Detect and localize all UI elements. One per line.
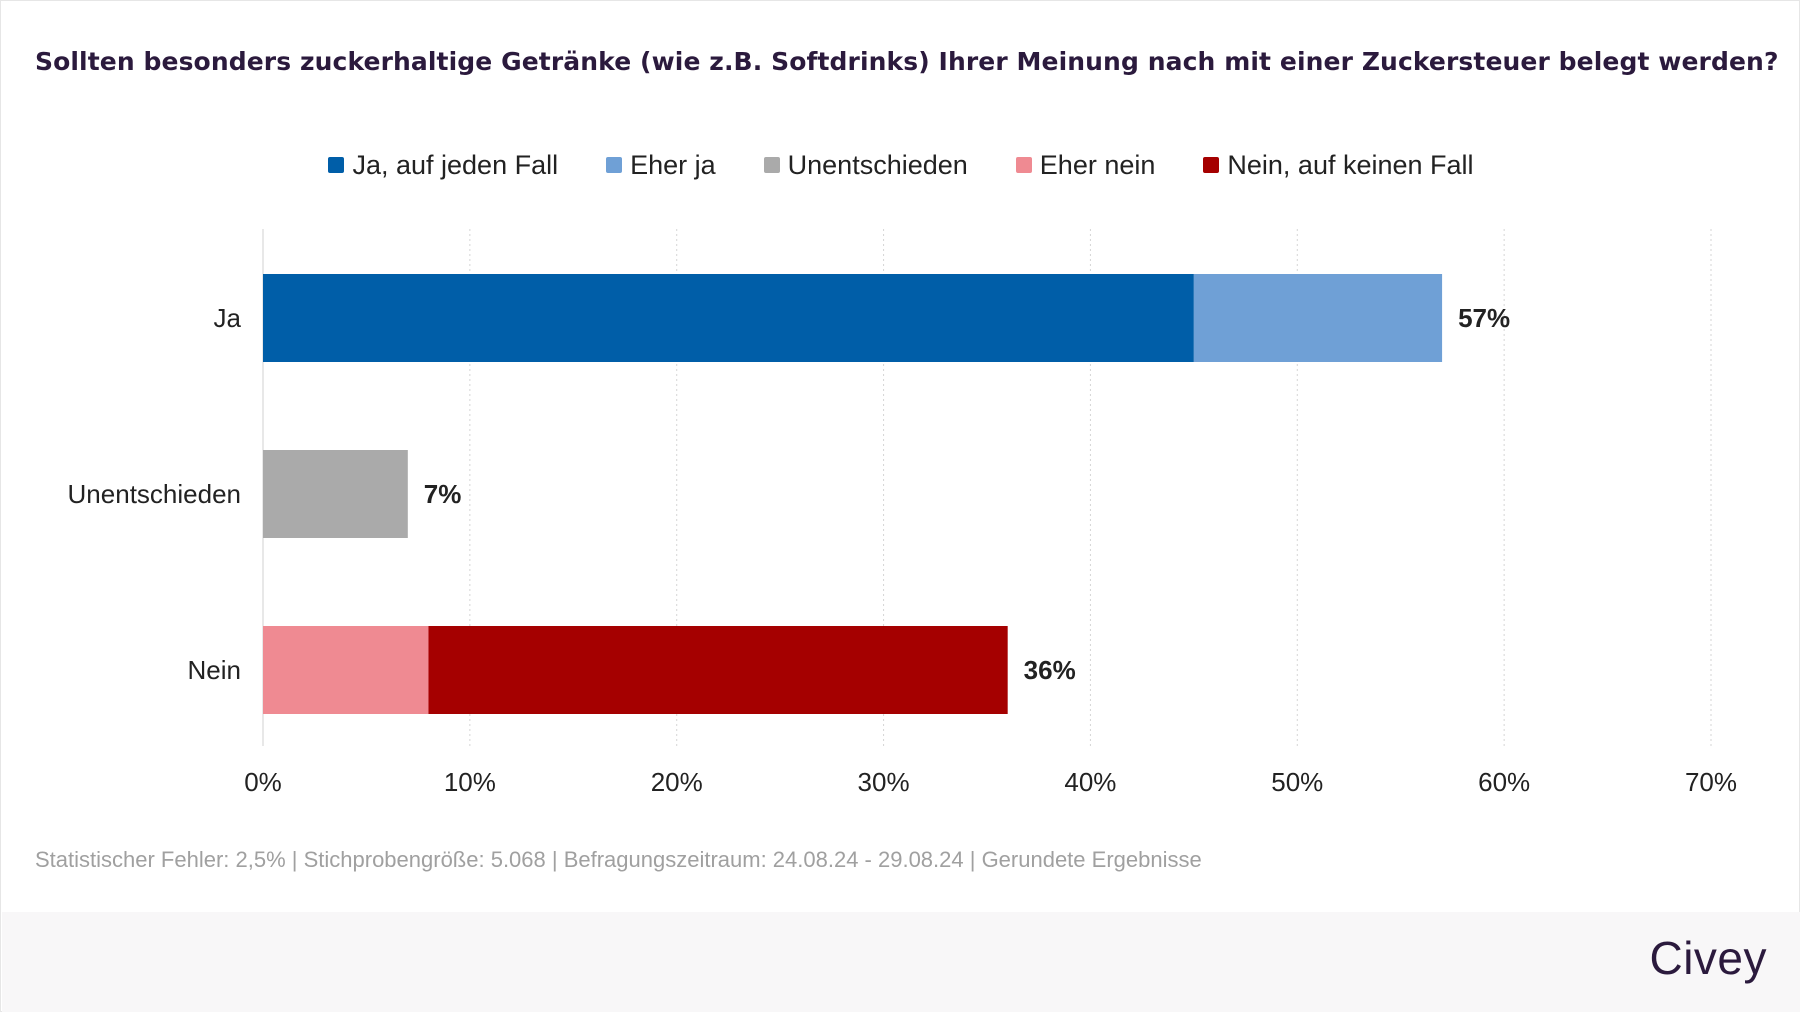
legend-swatch [328, 157, 345, 173]
chart-title: Sollten besonders zuckerhaltige Getränke… [35, 47, 1779, 76]
legend-item: Eher ja [606, 150, 716, 181]
bar-segment [1193, 274, 1443, 362]
legend-item: Unentschieden [763, 149, 968, 181]
legend-swatch [606, 157, 623, 173]
data-label: 36% [1024, 655, 1076, 685]
x-tick-label: 10% [444, 767, 496, 797]
x-tick-label: 70% [1685, 767, 1737, 797]
data-label: 7% [424, 479, 462, 509]
legend-label: Unentschieden [787, 149, 968, 180]
bar-segment [263, 450, 408, 538]
legend-item: Eher nein [1015, 149, 1156, 181]
footnote: Statistischer Fehler: 2,5% | Stichproben… [35, 847, 1202, 872]
footer-band [2, 912, 1800, 1012]
category-label: Ja [214, 303, 242, 333]
category-label: Nein [188, 655, 241, 685]
legend-label: Eher nein [1039, 149, 1156, 180]
legend-label: Ja, auf jeden Fall [352, 149, 559, 180]
brand-logo: Civey [1649, 932, 1767, 984]
legend-label: Nein, auf keinen Fall [1227, 149, 1474, 180]
x-tick-label: 40% [1064, 767, 1116, 797]
legend-swatch [1203, 157, 1220, 173]
legend-item: Ja, auf jeden Fall [328, 150, 558, 181]
bar-segment [263, 274, 1194, 362]
data-label: 57% [1458, 303, 1510, 333]
x-tick-label: 60% [1478, 767, 1530, 797]
x-tick-label: 20% [651, 767, 703, 797]
bar-chart: 0% 10% 20% 30% 40% 50% 60% 70% Ja 57% Unentschiede… [68, 229, 1737, 797]
x-tick-label: 50% [1271, 767, 1323, 797]
x-tick-label: 30% [858, 767, 910, 797]
legend-item: Nein, auf keinen Fall [1203, 149, 1474, 181]
category-label: Unentschieden [68, 479, 241, 509]
chart-legend: Ja, auf jeden Fall Eher ja Unentschieden Eh… [1, 145, 1800, 185]
legend-label: Eher ja [630, 149, 716, 180]
x-tick-label: 0% [244, 767, 282, 797]
bar-segment [263, 626, 429, 714]
bar-segment [428, 626, 1008, 714]
legend-swatch [1015, 157, 1032, 173]
legend-swatch [763, 157, 780, 173]
